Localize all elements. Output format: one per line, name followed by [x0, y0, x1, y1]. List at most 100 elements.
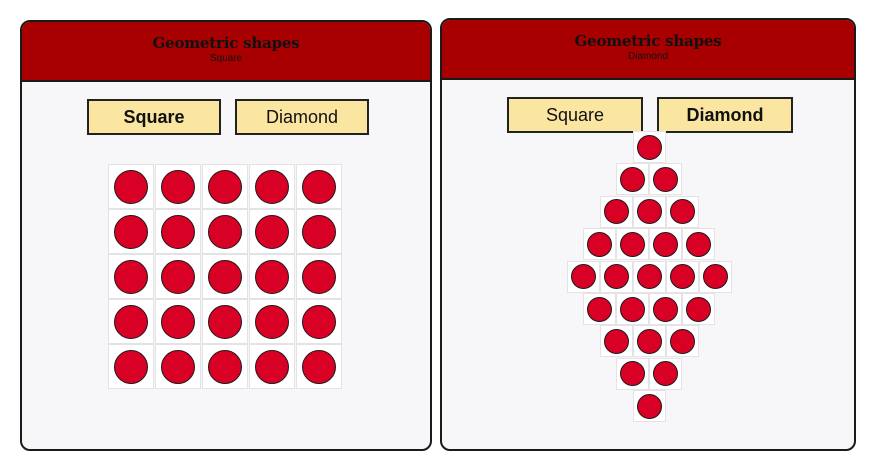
red-dot: [587, 231, 612, 257]
red-dot: [161, 214, 195, 249]
grid-cell[interactable]: [599, 195, 633, 228]
square-button[interactable]: Square: [507, 97, 643, 133]
grid-cell[interactable]: [616, 228, 649, 261]
grid-cell[interactable]: [155, 164, 201, 209]
red-dot: [686, 231, 711, 257]
red-dot: [636, 199, 662, 225]
red-dot: [570, 264, 596, 290]
grid-cell[interactable]: [108, 209, 154, 254]
red-dot: [302, 169, 336, 204]
square-dot-grid: [108, 164, 344, 390]
red-dot: [603, 199, 629, 225]
grid-cell[interactable]: [202, 254, 248, 299]
red-dot: [686, 296, 711, 322]
red-dot: [114, 169, 148, 204]
grid-cell[interactable]: [296, 344, 342, 389]
diamond-button[interactable]: Diamond: [235, 99, 369, 135]
grid-cell[interactable]: [649, 163, 682, 196]
red-dot: [636, 264, 662, 290]
grid-cell[interactable]: [155, 209, 201, 254]
panel-subtitle: Square: [209, 53, 243, 64]
grid-cell[interactable]: [155, 299, 201, 344]
red-dot: [208, 169, 242, 204]
grid-cell[interactable]: [632, 195, 666, 228]
grid-cell[interactable]: [202, 344, 248, 389]
grid-cell[interactable]: [202, 164, 248, 209]
red-dot: [603, 328, 629, 354]
grid-cell[interactable]: [155, 254, 201, 299]
red-dot: [161, 304, 195, 339]
red-dot: [620, 361, 645, 387]
grid-cell[interactable]: [682, 293, 715, 325]
red-dot: [208, 304, 242, 339]
grid-cell[interactable]: [249, 209, 295, 254]
grid-cell[interactable]: [665, 260, 699, 293]
grid-cell[interactable]: [249, 344, 295, 389]
grid-cell[interactable]: [649, 228, 682, 261]
red-dot: [620, 296, 645, 322]
grid-cell[interactable]: [249, 164, 295, 209]
square-button[interactable]: Square: [87, 99, 221, 135]
panel-title: Geometric shapes: [574, 32, 722, 50]
grid-cell[interactable]: [649, 293, 682, 325]
red-dot: [255, 259, 289, 294]
red-dot: [114, 304, 148, 339]
grid-cell[interactable]: [665, 325, 699, 358]
red-dot: [161, 349, 195, 384]
grid-cell[interactable]: [616, 163, 649, 196]
grid-cell[interactable]: [249, 254, 295, 299]
panel-header: Geometric shapes Square: [22, 22, 430, 82]
red-dot: [114, 214, 148, 249]
red-dot: [587, 296, 612, 322]
grid-cell[interactable]: [632, 131, 666, 163]
grid-cell[interactable]: [296, 299, 342, 344]
red-dot: [636, 328, 662, 354]
grid-cell[interactable]: [108, 299, 154, 344]
grid-cell[interactable]: [202, 209, 248, 254]
red-dot: [161, 169, 195, 204]
red-dot: [653, 296, 678, 322]
grid-cell[interactable]: [108, 164, 154, 209]
red-dot: [669, 264, 695, 290]
grid-cell[interactable]: [665, 195, 699, 228]
diamond-panel: Geometric shapes Diamond Square Diamond: [440, 18, 856, 451]
grid-cell[interactable]: [108, 254, 154, 299]
red-dot: [620, 231, 645, 257]
grid-cell[interactable]: [296, 164, 342, 209]
panel-subtitle: Diamond: [627, 51, 669, 62]
grid-cell[interactable]: [202, 299, 248, 344]
grid-cell[interactable]: [632, 390, 666, 423]
grid-cell[interactable]: [296, 254, 342, 299]
grid-cell[interactable]: [698, 260, 732, 293]
panel-header: Geometric shapes Diamond: [442, 20, 854, 80]
red-dot: [702, 264, 728, 290]
grid-cell[interactable]: [682, 228, 715, 261]
grid-cell[interactable]: [583, 228, 616, 261]
red-dot: [114, 349, 148, 384]
red-dot: [653, 231, 678, 257]
red-dot: [114, 259, 148, 294]
red-dot: [669, 199, 695, 225]
grid-cell[interactable]: [566, 260, 600, 293]
grid-cell[interactable]: [249, 299, 295, 344]
red-dot: [208, 259, 242, 294]
grid-cell[interactable]: [296, 209, 342, 254]
square-panel: Geometric shapes Square Square Diamond: [20, 20, 432, 451]
grid-cell[interactable]: [583, 293, 616, 325]
grid-cell[interactable]: [599, 260, 633, 293]
grid-cell[interactable]: [108, 344, 154, 389]
grid-cell[interactable]: [616, 293, 649, 325]
red-dot: [653, 166, 678, 192]
red-dot: [302, 259, 336, 294]
grid-cell[interactable]: [155, 344, 201, 389]
grid-cell[interactable]: [632, 260, 666, 293]
red-dot: [653, 361, 678, 387]
grid-cell[interactable]: [632, 325, 666, 358]
grid-cell[interactable]: [616, 357, 649, 390]
diamond-button[interactable]: Diamond: [657, 97, 793, 133]
red-dot: [255, 214, 289, 249]
grid-cell[interactable]: [649, 357, 682, 390]
grid-cell[interactable]: [599, 325, 633, 358]
red-dot: [208, 349, 242, 384]
red-dot: [302, 304, 336, 339]
